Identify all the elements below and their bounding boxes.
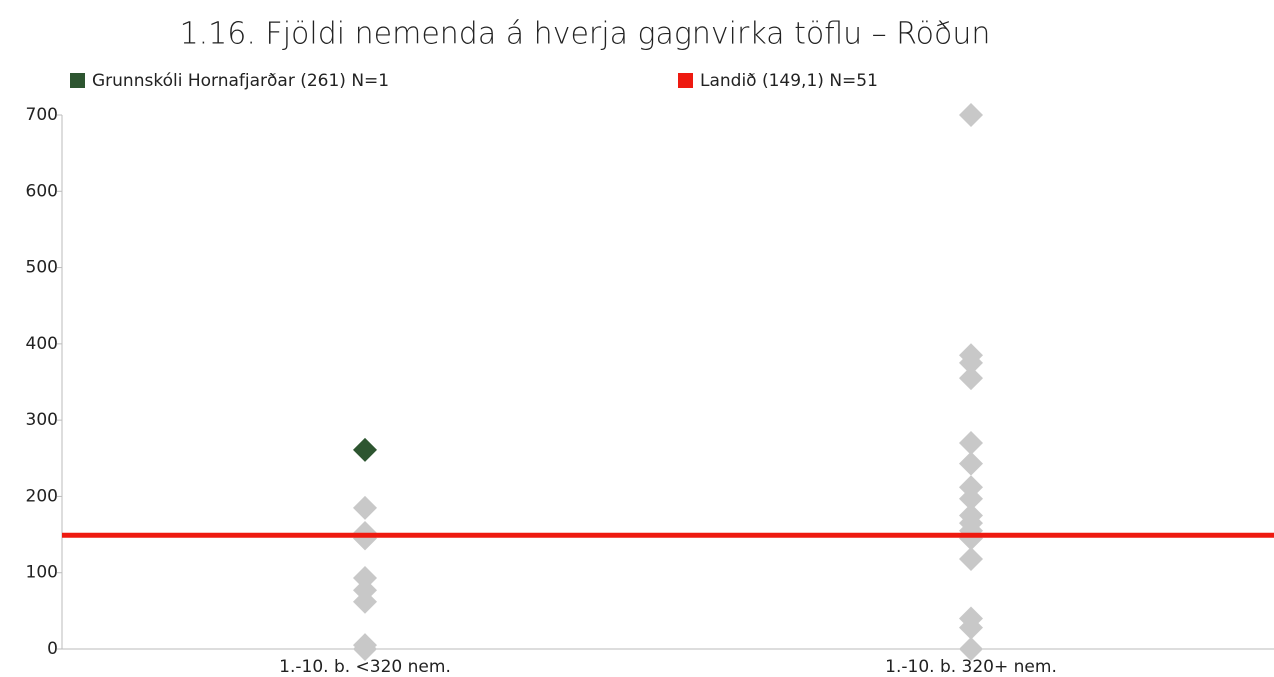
other-point [353,589,377,614]
y-tick-label: 0 [47,639,58,659]
other-point [959,366,983,391]
y-tick-label: 400 [26,334,58,354]
other-point [959,526,983,551]
y-tick-label: 100 [26,563,58,583]
y-tick-label: 500 [26,258,58,278]
other-point [959,350,983,375]
other-point [353,566,377,591]
legend-label: Landið (149,1) N=51 [700,71,878,91]
y-tick-label: 600 [26,181,58,201]
highlight-point [353,437,377,462]
other-point [959,486,983,511]
y-tick-label: 300 [26,410,58,430]
y-tick-label: 700 [26,105,58,125]
other-point [959,546,983,571]
other-point [959,637,983,661]
other-point [353,495,377,520]
other-point [959,103,983,127]
x-tick-label: 1.-10. b. <320 nem. [279,657,451,677]
other-point [959,451,983,476]
other-point [353,526,377,551]
y-tick-label: 200 [26,486,58,506]
legend-swatch [678,73,693,88]
other-point [959,615,983,640]
x-tick-label: 1.-10. b. 320+ nem. [885,657,1057,677]
legend-swatch [70,73,85,88]
other-point [353,637,377,661]
chart-title: 1.16. Fjöldi nemenda á hverja gagnvirka … [180,17,991,52]
other-point [959,431,983,456]
legend-label: Grunnskóli Hornafjarðar (261) N=1 [92,71,389,91]
